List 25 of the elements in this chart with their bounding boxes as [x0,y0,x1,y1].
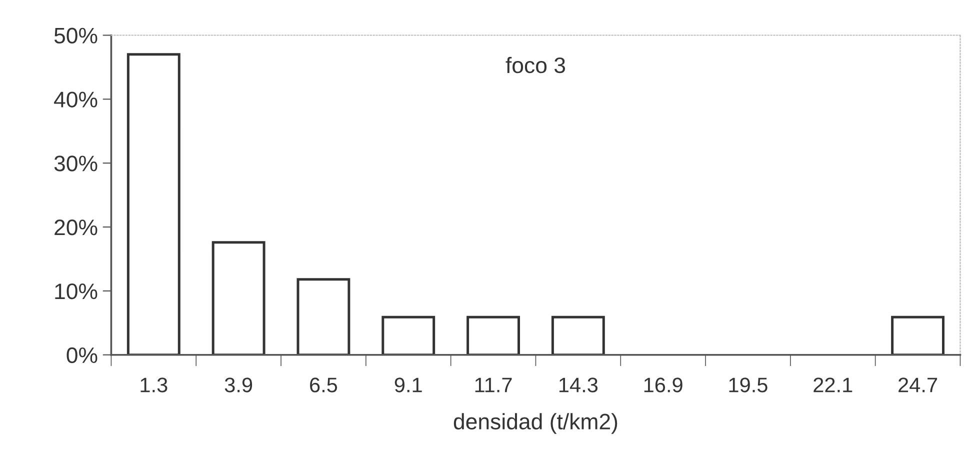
x-tick-label: 24.7 [898,378,938,392]
x-tick-label: 11.7 [475,378,512,392]
x-tick-label: 9.1 [394,378,422,392]
x-tick-label: 6.5 [310,378,338,392]
bar [126,53,180,355]
y-tick-label: 50% [54,28,98,44]
y-tick-label: 0% [66,347,98,364]
x-tick-label: 3.9 [224,378,252,392]
x-tick-label: 1.3 [140,378,168,392]
x-tick-label: 16.9 [644,378,682,392]
y-tick-label: 20% [54,220,98,236]
bar [212,241,266,355]
x-tick-label: 22.1 [814,378,852,392]
y-tick-label: 30% [54,156,98,172]
text: foco 3 [506,56,566,74]
x-axis-title: densidad (t/km2) [454,413,618,434]
y-tick-label: 40% [54,92,98,108]
bar [382,316,436,355]
bar [891,316,944,355]
x-tick-label: 19.5 [729,378,768,392]
y-tick-label: 10% [55,283,98,300]
bar [466,316,520,355]
bar [551,316,605,355]
x-tick-label: 14.3 [559,378,598,392]
bar [296,278,350,355]
